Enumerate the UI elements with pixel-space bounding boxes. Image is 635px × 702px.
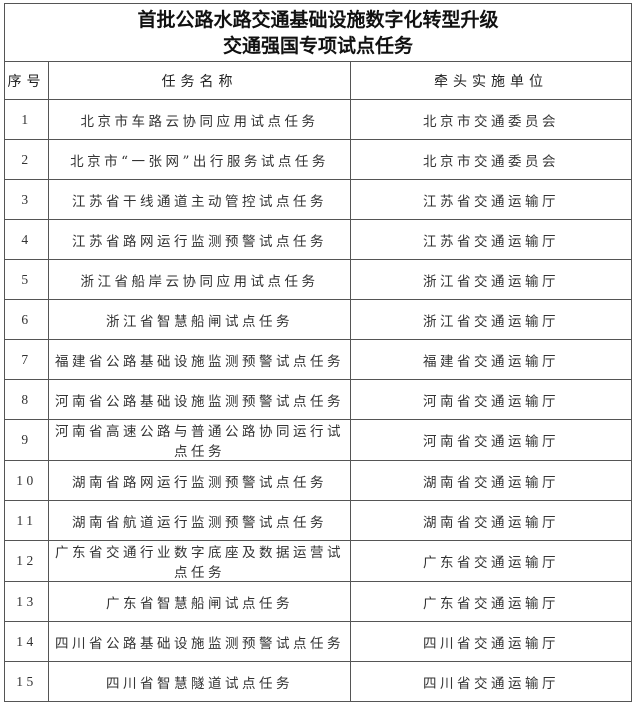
- row-number: 6: [4, 299, 49, 340]
- task-name: 浙江省智慧船闸试点任务: [48, 299, 351, 340]
- lead-unit: 福建省交通运输厅: [350, 339, 632, 380]
- row-number: 10: [4, 460, 49, 501]
- lead-unit: 湖南省交通运输厅: [350, 460, 632, 501]
- row-number: 8: [4, 379, 49, 420]
- table-row: 3 江苏省干线通道主动管控试点任务 江苏省交通运输厅: [4, 179, 632, 220]
- table-row: 13 广东省智慧船闸试点任务 广东省交通运输厅: [4, 581, 632, 622]
- lead-unit: 江苏省交通运输厅: [350, 219, 632, 260]
- lead-unit: 浙江省交通运输厅: [350, 259, 632, 300]
- title-line-2: 交通强国专项试点任务: [222, 34, 413, 57]
- header-row: 序号 任务名称 牵头实施单位: [4, 61, 632, 100]
- task-name: 北京市车路云协同应用试点任务: [48, 99, 351, 140]
- table-row: 8 河南省公路基础设施监测预警试点任务 河南省交通运输厅: [4, 379, 632, 420]
- lead-unit: 北京市交通委员会: [350, 99, 632, 140]
- task-name: 福建省公路基础设施监测预警试点任务: [48, 339, 351, 380]
- row-number: 15: [4, 661, 49, 702]
- task-name: 浙江省船岸云协同应用试点任务: [48, 259, 351, 300]
- row-number: 13: [4, 581, 49, 622]
- lead-unit: 广东省交通运输厅: [350, 581, 632, 622]
- pilot-task-table: 首批公路水路交通基础设施数字化转型升级 交通强国专项试点任务 序号 任务名称 牵…: [4, 3, 632, 702]
- table-row: 15 四川省智慧隧道试点任务 四川省交通运输厅: [4, 661, 632, 702]
- task-name: 湖南省路网运行监测预警试点任务: [48, 460, 351, 501]
- table-row: 10 湖南省路网运行监测预警试点任务 湖南省交通运输厅: [4, 460, 632, 501]
- task-name: 广东省智慧船闸试点任务: [48, 581, 351, 622]
- row-number: 3: [4, 179, 49, 220]
- header-unit: 牵头实施单位: [350, 61, 632, 100]
- table-row: 5 浙江省船岸云协同应用试点任务 浙江省交通运输厅: [4, 259, 632, 300]
- row-number: 2: [4, 139, 49, 180]
- lead-unit: 湖南省交通运输厅: [350, 500, 632, 541]
- task-name: 江苏省干线通道主动管控试点任务: [48, 179, 351, 220]
- lead-unit: 江苏省交通运输厅: [350, 179, 632, 220]
- row-number: 11: [4, 500, 49, 541]
- row-number: 9: [4, 419, 49, 461]
- row-number: 4: [4, 219, 49, 260]
- row-number: 5: [4, 259, 49, 300]
- lead-unit: 河南省交通运输厅: [350, 379, 632, 420]
- title-line-1: 首批公路水路交通基础设施数字化转型升级: [137, 8, 499, 31]
- task-name: 四川省公路基础设施监测预警试点任务: [48, 621, 351, 662]
- row-number: 12: [4, 540, 49, 582]
- table-row: 2 北京市“一张网”出行服务试点任务 北京市交通委员会: [4, 139, 632, 180]
- table-row: 1 北京市车路云协同应用试点任务 北京市交通委员会: [4, 99, 632, 140]
- lead-unit: 河南省交通运输厅: [350, 419, 632, 461]
- table-row: 12 广东省交通行业数字底座及数据运营试点任务 广东省交通运输厅: [4, 540, 632, 582]
- task-name: 广东省交通行业数字底座及数据运营试点任务: [48, 540, 351, 582]
- lead-unit: 浙江省交通运输厅: [350, 299, 632, 340]
- task-name: 河南省公路基础设施监测预警试点任务: [48, 379, 351, 420]
- table-row: 14 四川省公路基础设施监测预警试点任务 四川省交通运输厅: [4, 621, 632, 662]
- row-number: 7: [4, 339, 49, 380]
- task-name: 四川省智慧隧道试点任务: [48, 661, 351, 702]
- lead-unit: 四川省交通运输厅: [350, 621, 632, 662]
- lead-unit: 北京市交通委员会: [350, 139, 632, 180]
- lead-unit: 广东省交通运输厅: [350, 540, 632, 582]
- header-task: 任务名称: [48, 61, 351, 100]
- task-name: 北京市“一张网”出行服务试点任务: [48, 139, 351, 180]
- header-no: 序号: [4, 61, 49, 100]
- lead-unit: 四川省交通运输厅: [350, 661, 632, 702]
- task-name: 湖南省航道运行监测预警试点任务: [48, 500, 351, 541]
- table-row: 6 浙江省智慧船闸试点任务 浙江省交通运输厅: [4, 299, 632, 340]
- table-title: 首批公路水路交通基础设施数字化转型升级 交通强国专项试点任务: [4, 3, 632, 62]
- task-name: 河南省高速公路与普通公路协同运行试点任务: [48, 419, 351, 461]
- table-row: 4 江苏省路网运行监测预警试点任务 江苏省交通运输厅: [4, 219, 632, 260]
- row-number: 14: [4, 621, 49, 662]
- row-number: 1: [4, 99, 49, 140]
- task-name: 江苏省路网运行监测预警试点任务: [48, 219, 351, 260]
- table-row: 7 福建省公路基础设施监测预警试点任务 福建省交通运输厅: [4, 339, 632, 380]
- table-row: 9 河南省高速公路与普通公路协同运行试点任务 河南省交通运输厅: [4, 419, 632, 461]
- table-row: 11 湖南省航道运行监测预警试点任务 湖南省交通运输厅: [4, 500, 632, 541]
